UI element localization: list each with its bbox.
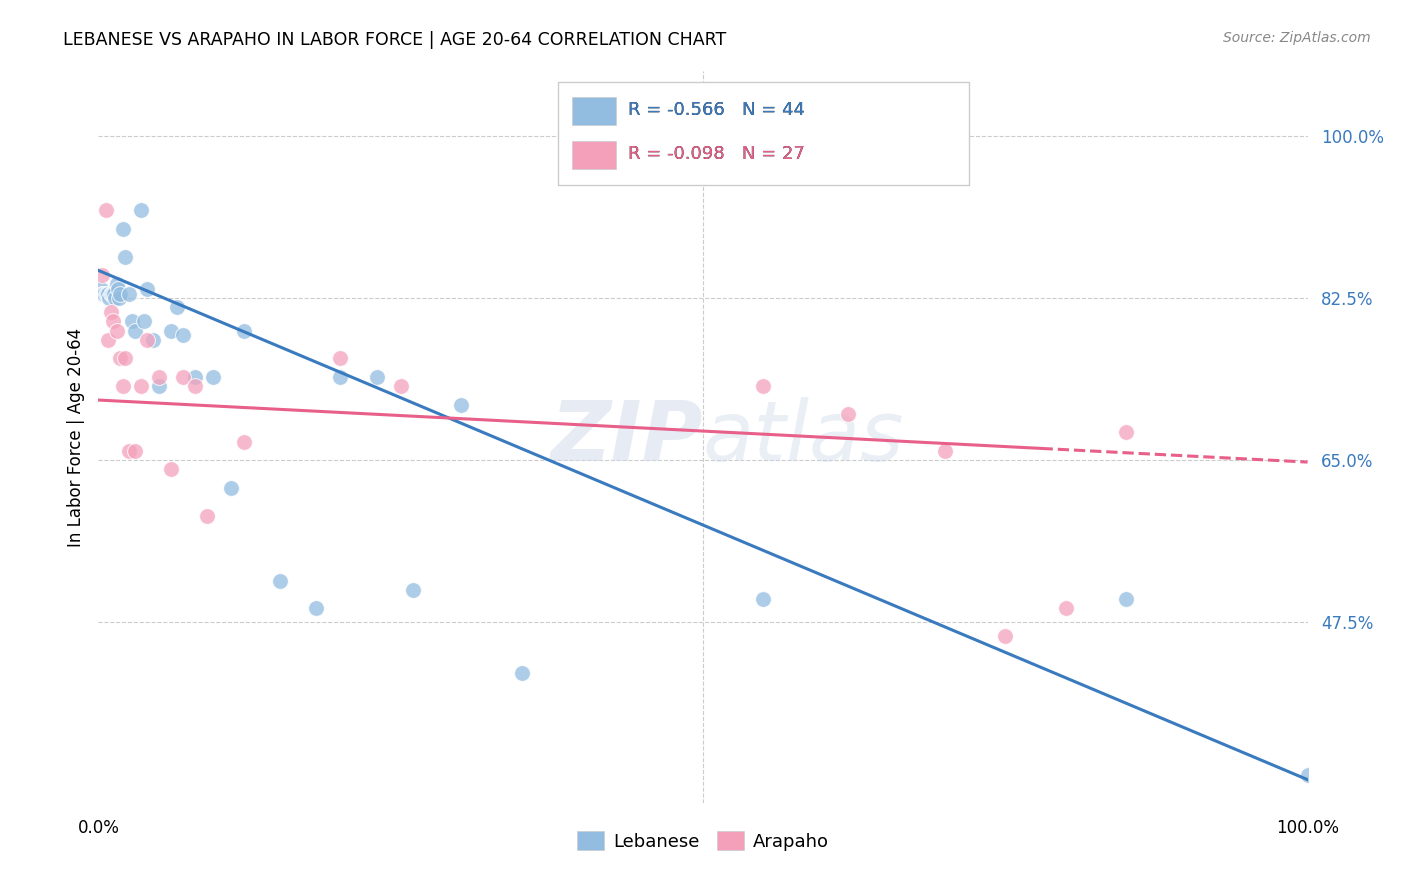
Point [752, 592, 775, 607]
Point [118, 286, 141, 301]
Point [232, 434, 254, 449]
Point [160, 324, 183, 338]
Point [94, 286, 117, 301]
Text: R = -0.098   N = 27: R = -0.098 N = 27 [628, 145, 804, 163]
Point [269, 574, 291, 588]
Point [100, 305, 122, 319]
Text: Source: ZipAtlas.com: Source: ZipAtlas.com [1223, 31, 1371, 45]
Y-axis label: In Labor Force | Age 20-64: In Labor Force | Age 20-64 [66, 327, 84, 547]
Point [124, 444, 146, 458]
Point [934, 444, 956, 458]
Text: LEBANESE VS ARAPAHO IN LABOR FORCE | AGE 20-64 CORRELATION CHART: LEBANESE VS ARAPAHO IN LABOR FORCE | AGE… [63, 31, 727, 49]
Point [94, 203, 117, 218]
Point [142, 333, 165, 347]
Point [329, 370, 352, 384]
Point [114, 250, 136, 264]
Point [202, 370, 225, 384]
Text: ZIP: ZIP [550, 397, 703, 477]
Point [135, 333, 157, 347]
Point [101, 286, 124, 301]
Point [232, 324, 254, 338]
Point [91, 286, 114, 301]
Point [305, 601, 328, 615]
Text: R = -0.098   N = 27: R = -0.098 N = 27 [628, 145, 804, 163]
Point [1296, 768, 1319, 782]
Point [107, 282, 129, 296]
Point [366, 370, 388, 384]
Point [1054, 601, 1077, 615]
Point [90, 282, 112, 296]
FancyBboxPatch shape [558, 82, 969, 185]
Point [389, 379, 412, 393]
Point [172, 328, 194, 343]
Point [184, 379, 207, 393]
Text: R = -0.566   N = 44: R = -0.566 N = 44 [628, 101, 806, 120]
Point [450, 398, 472, 412]
Point [402, 582, 425, 597]
Point [837, 407, 859, 421]
Point [114, 351, 136, 366]
Text: atlas: atlas [703, 397, 904, 477]
Point [121, 314, 143, 328]
Point [103, 286, 125, 301]
Point [100, 286, 122, 301]
Point [108, 291, 131, 305]
Point [129, 203, 152, 218]
Point [93, 286, 115, 301]
Point [97, 333, 120, 347]
Point [111, 221, 134, 235]
Point [105, 324, 128, 338]
Point [221, 481, 243, 495]
Point [118, 444, 141, 458]
Point [96, 286, 118, 301]
Point [752, 379, 775, 393]
Point [111, 379, 134, 393]
Point [108, 286, 131, 301]
Point [160, 462, 183, 476]
Point [91, 268, 114, 282]
Point [148, 379, 170, 393]
Point [100, 286, 122, 301]
Point [101, 314, 124, 328]
Point [108, 351, 131, 366]
Point [994, 629, 1017, 643]
Point [1115, 425, 1137, 440]
Point [329, 351, 352, 366]
Point [91, 286, 114, 301]
FancyBboxPatch shape [572, 97, 616, 125]
Point [166, 301, 188, 315]
Point [172, 370, 194, 384]
FancyBboxPatch shape [572, 141, 616, 169]
Point [510, 666, 533, 681]
Text: R = -0.566   N = 44: R = -0.566 N = 44 [628, 101, 806, 120]
Point [105, 277, 128, 292]
Point [124, 324, 146, 338]
Point [104, 291, 127, 305]
Legend: Lebanese, Arapaho: Lebanese, Arapaho [568, 822, 838, 860]
Point [195, 508, 218, 523]
Point [135, 282, 157, 296]
Point [148, 370, 170, 384]
Point [134, 314, 156, 328]
Point [184, 370, 207, 384]
Point [1115, 592, 1137, 607]
Point [97, 286, 120, 301]
Point [98, 291, 121, 305]
Point [129, 379, 152, 393]
